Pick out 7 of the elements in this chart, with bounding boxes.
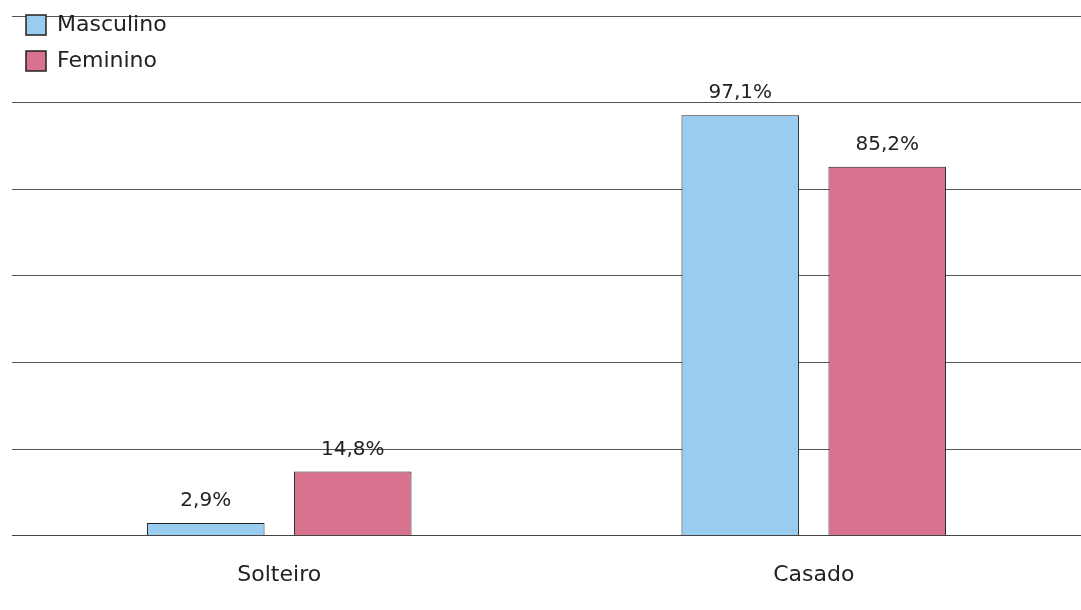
x-tick-label: Casado [773, 560, 855, 586]
legend-label: Feminino [57, 46, 157, 72]
data-label: 2,9% [180, 487, 232, 512]
x-tick-label: Solteiro [237, 560, 322, 586]
legend-label: Masculino [57, 10, 167, 36]
data-label: 85,2% [855, 130, 920, 155]
data-label: 97,1% [708, 79, 773, 104]
